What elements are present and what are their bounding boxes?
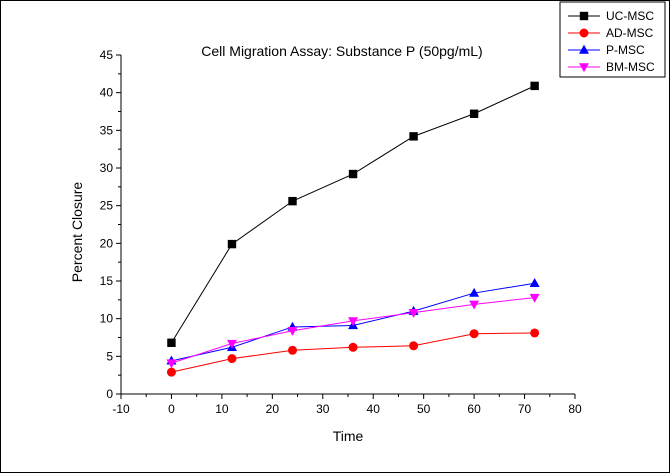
x-tick-label: 30 [316,402,330,416]
x-tick-label: 50 [417,402,431,416]
data-point-ad-msc [288,345,298,355]
series-bm-msc [166,293,540,369]
x-tick-label: 0 [168,402,175,416]
data-point-bm-msc [226,339,237,349]
legend-box [559,1,666,78]
data-point-ad-msc [348,342,358,352]
data-point-p-msc [469,287,480,297]
x-tick-label: 70 [518,402,532,416]
data-point-ad-msc [530,328,540,338]
y-tick-label: 30 [100,161,114,175]
legend-marker-p-msc [579,44,589,54]
legend-item-bm-msc: BM-MSC [568,60,655,74]
x-tick-label: 80 [568,402,582,416]
x-tick-label: 20 [266,402,280,416]
data-point-bm-msc [287,327,298,336]
data-point-bm-msc [348,317,359,327]
x-axis-label: Time [333,428,364,444]
y-tick-label: 40 [100,86,114,100]
y-tick-label: 45 [100,48,114,62]
legend-marker-uc-msc [579,11,589,21]
y-tick-label: 15 [100,274,114,288]
data-point-uc-msc [530,81,539,91]
series-layer [166,81,540,377]
legend: UC-MSC AD-MSC P-MSC BM-MSC [559,1,666,78]
data-point-uc-msc [469,109,479,118]
legend-label-uc-msc: UC-MSC [606,9,654,23]
legend-marker-ad-msc [579,28,589,38]
legend-item-p-msc: P-MSC [568,43,645,57]
data-point-bm-msc [469,300,480,310]
x-tick-label: 40 [367,402,381,416]
y-tick-label: 0 [106,387,113,401]
data-point-bm-msc [166,359,177,369]
legend-label-bm-msc: BM-MSC [606,60,655,74]
data-point-ad-msc [469,329,479,339]
x-tick-label: 60 [467,402,481,416]
data-point-bm-msc [408,308,419,318]
legend-label-p-msc: P-MSC [606,43,645,57]
chart-title: Cell Migration Assay: Substance P (50pg/… [201,43,482,59]
series-line-bm-msc [171,297,535,364]
series-line-ad-msc [171,332,535,373]
series-line-uc-msc [171,85,535,344]
data-point-ad-msc [409,341,419,351]
y-tick-label: 35 [100,123,114,137]
y-tick-label: 10 [100,312,114,326]
y-tick-label: 25 [100,199,114,213]
data-point-p-msc [529,278,540,287]
y-tick-label: 5 [106,349,113,363]
data-point-ad-msc [166,367,176,377]
y-axis-label: Percent Closure [69,182,85,283]
x-tick-label: -10 [112,402,130,416]
data-point-uc-msc [288,196,297,206]
x-tick-label: 10 [215,402,229,416]
data-point-uc-msc [227,239,237,249]
data-point-ad-msc [227,354,237,364]
data-point-bm-msc [529,293,540,303]
legend-item-ad-msc: AD-MSC [568,26,654,40]
legend-marker-bm-msc [579,63,589,73]
series-uc-msc [167,81,539,347]
data-point-uc-msc [409,132,418,141]
y-tick-label: 20 [100,236,114,250]
data-point-uc-msc [167,338,176,347]
series-ad-msc [166,328,540,377]
legend-item-uc-msc: UC-MSC [568,9,654,23]
data-point-uc-msc [348,169,358,179]
legend-label-ad-msc: AD-MSC [606,26,654,40]
